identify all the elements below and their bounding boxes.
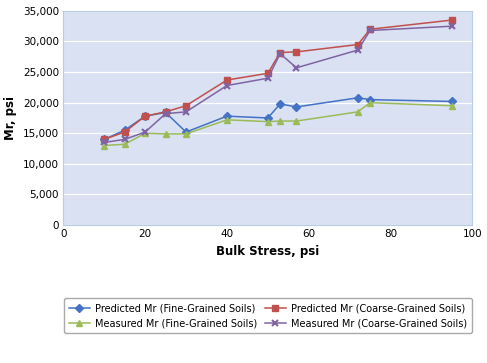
X-axis label: Bulk Stress, psi: Bulk Stress, psi: [216, 245, 319, 258]
Measured Mr (Fine-Grained Soils): [122, 142, 128, 146]
Measured Mr (Coarse-Grained Soils): [163, 111, 169, 116]
Measured Mr (Coarse-Grained Soils): [277, 52, 283, 56]
Predicted Mr (Coarse-Grained Soils): [142, 114, 148, 118]
Predicted Mr (Fine-Grained Soils): [265, 116, 271, 120]
Measured Mr (Coarse-Grained Soils): [367, 28, 373, 33]
Predicted Mr (Coarse-Grained Soils): [449, 18, 455, 22]
Measured Mr (Coarse-Grained Soils): [142, 130, 148, 134]
Predicted Mr (Coarse-Grained Soils): [224, 78, 230, 82]
Predicted Mr (Coarse-Grained Soils): [101, 137, 107, 142]
Measured Mr (Coarse-Grained Soils): [122, 137, 128, 142]
Line: Measured Mr (Coarse-Grained Soils): Measured Mr (Coarse-Grained Soils): [101, 23, 455, 146]
Predicted Mr (Fine-Grained Soils): [277, 102, 283, 106]
Predicted Mr (Fine-Grained Soils): [294, 105, 300, 109]
Line: Measured Mr (Fine-Grained Soils): Measured Mr (Fine-Grained Soils): [101, 100, 455, 148]
Measured Mr (Fine-Grained Soils): [163, 132, 169, 136]
Measured Mr (Fine-Grained Soils): [224, 118, 230, 122]
Measured Mr (Fine-Grained Soils): [265, 119, 271, 124]
Measured Mr (Fine-Grained Soils): [277, 119, 283, 123]
Predicted Mr (Fine-Grained Soils): [101, 137, 107, 142]
Legend: Predicted Mr (Fine-Grained Soils), Measured Mr (Fine-Grained Soils), Predicted M: Predicted Mr (Fine-Grained Soils), Measu…: [64, 298, 472, 333]
Measured Mr (Coarse-Grained Soils): [294, 66, 300, 70]
Measured Mr (Coarse-Grained Soils): [265, 76, 271, 80]
Predicted Mr (Fine-Grained Soils): [224, 114, 230, 118]
Predicted Mr (Fine-Grained Soils): [449, 99, 455, 103]
Line: Predicted Mr (Fine-Grained Soils): Predicted Mr (Fine-Grained Soils): [101, 95, 455, 142]
Measured Mr (Fine-Grained Soils): [101, 143, 107, 148]
Predicted Mr (Coarse-Grained Soils): [355, 42, 361, 47]
Y-axis label: Mr, psi: Mr, psi: [4, 96, 18, 140]
Predicted Mr (Fine-Grained Soils): [122, 128, 128, 132]
Predicted Mr (Coarse-Grained Soils): [122, 130, 128, 134]
Predicted Mr (Fine-Grained Soils): [183, 130, 189, 134]
Predicted Mr (Coarse-Grained Soils): [367, 27, 373, 32]
Measured Mr (Fine-Grained Soils): [367, 101, 373, 105]
Measured Mr (Fine-Grained Soils): [183, 132, 189, 136]
Predicted Mr (Coarse-Grained Soils): [163, 110, 169, 114]
Predicted Mr (Fine-Grained Soils): [163, 110, 169, 115]
Measured Mr (Coarse-Grained Soils): [355, 48, 361, 52]
Measured Mr (Fine-Grained Soils): [449, 103, 455, 108]
Predicted Mr (Coarse-Grained Soils): [277, 50, 283, 55]
Predicted Mr (Coarse-Grained Soils): [265, 71, 271, 76]
Predicted Mr (Fine-Grained Soils): [142, 114, 148, 118]
Measured Mr (Coarse-Grained Soils): [183, 110, 189, 114]
Measured Mr (Fine-Grained Soils): [355, 110, 361, 114]
Predicted Mr (Fine-Grained Soils): [367, 97, 373, 102]
Measured Mr (Fine-Grained Soils): [294, 119, 300, 123]
Predicted Mr (Coarse-Grained Soils): [183, 103, 189, 108]
Predicted Mr (Coarse-Grained Soils): [294, 50, 300, 54]
Measured Mr (Coarse-Grained Soils): [449, 24, 455, 28]
Measured Mr (Coarse-Grained Soils): [101, 140, 107, 144]
Measured Mr (Coarse-Grained Soils): [224, 83, 230, 88]
Predicted Mr (Fine-Grained Soils): [355, 95, 361, 100]
Line: Predicted Mr (Coarse-Grained Soils): Predicted Mr (Coarse-Grained Soils): [101, 17, 455, 142]
Measured Mr (Fine-Grained Soils): [142, 131, 148, 135]
